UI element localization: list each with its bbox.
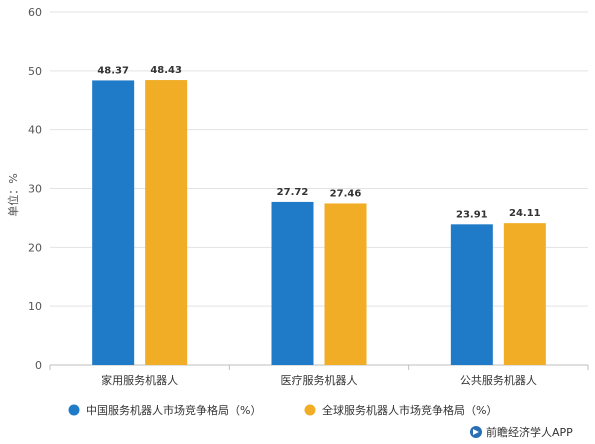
y-tick-label: 50 <box>28 65 42 78</box>
x-tick-label: 公共服务机器人 <box>460 373 537 387</box>
x-tick-label: 医疗服务机器人 <box>281 373 358 387</box>
gridlines <box>50 11 588 307</box>
credit-text: 前瞻经济学人APP <box>486 425 573 439</box>
legend-entry: 中国服务机器人市场竞争格局（%） <box>86 403 261 417</box>
legend-marker <box>68 404 80 416</box>
data-labels: 48.37 48.43 27.72 27.46 23.91 24.11 <box>97 65 540 220</box>
data-label: 48.37 <box>97 65 129 76</box>
source-credit: 前瞻经济学人APP <box>470 425 573 439</box>
credit-logo-mark <box>473 429 479 435</box>
y-tick-label: 40 <box>28 124 42 137</box>
y-tick-label: 60 <box>28 6 42 19</box>
x-axis <box>49 364 589 370</box>
y-tick-label: 20 <box>28 241 42 254</box>
bar <box>503 223 546 365</box>
bar <box>271 201 314 365</box>
bar <box>145 80 188 366</box>
data-label: 23.91 <box>456 209 488 220</box>
bar <box>92 80 135 366</box>
category-labels: 家用服务机器人 医疗服务机器人 公共服务机器人 <box>101 373 537 387</box>
legend: 中国服务机器人市场竞争格局（%） 全球服务机器人市场竞争格局（%） <box>68 403 497 417</box>
legend-marker <box>304 404 316 416</box>
data-label: 27.46 <box>330 188 362 199</box>
data-label: 27.72 <box>277 187 309 198</box>
bar <box>450 224 493 365</box>
y-axis-ticks: 0 10 20 30 40 50 60 <box>28 6 42 372</box>
y-tick-label: 0 <box>35 359 42 372</box>
y-tick-label: 30 <box>28 183 42 196</box>
x-tick-label: 家用服务机器人 <box>101 373 178 387</box>
legend-entry: 全球服务机器人市场竞争格局（%） <box>322 403 497 417</box>
y-tick-label: 10 <box>28 300 42 313</box>
bars <box>92 80 546 366</box>
data-label: 24.11 <box>509 208 541 219</box>
y-axis-label: 单位：% <box>6 173 20 216</box>
bar <box>324 203 367 365</box>
data-label: 48.43 <box>150 65 182 76</box>
